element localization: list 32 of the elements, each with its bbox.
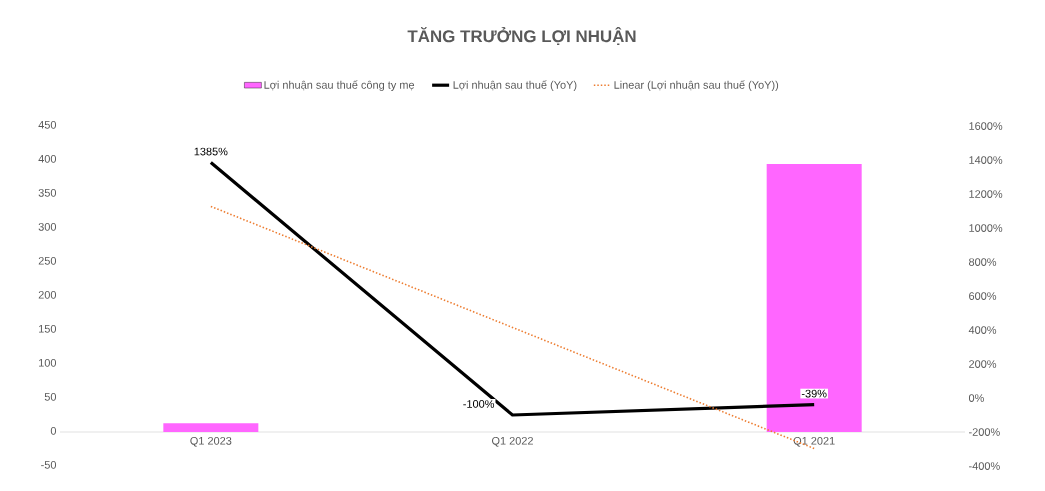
x-tick-label: Q1 2023 xyxy=(190,436,232,447)
y2-tick-label: -200% xyxy=(969,428,1000,436)
y-tick-label: 200 xyxy=(38,290,57,299)
y2-tick-label: 800% xyxy=(969,258,997,266)
data-label: -100% xyxy=(463,400,495,408)
y2-tick-label: -400% xyxy=(969,462,1000,470)
chart-title: TĂNG TRƯỞNG LỢI NHUẬN xyxy=(407,26,636,46)
y-tick-label: 450 xyxy=(38,120,57,129)
y2-tick-label: 1400% xyxy=(969,156,1003,164)
data-label: -39% xyxy=(801,389,827,398)
legend-label: Lợi nhuận sau thuế công ty mẹ xyxy=(264,80,415,91)
y2-tick-label: 600% xyxy=(969,292,997,300)
y2-tick-label: 200% xyxy=(969,360,997,368)
data-label: 1385% xyxy=(194,147,228,156)
y2-tick-label: 1600% xyxy=(969,122,1003,130)
y-tick-label: 250 xyxy=(38,256,57,265)
y-tick-label: 150 xyxy=(39,324,57,333)
x-tick-label: Q1 2021 xyxy=(793,436,835,447)
y-tick-label: 350 xyxy=(38,188,57,197)
y2-tick-label: 1000% xyxy=(969,224,1003,232)
y-tick-label: 0 xyxy=(50,426,57,435)
legend-label: Lợi nhuận sau thuế (YoY) xyxy=(453,80,577,91)
y-tick-label: 50 xyxy=(44,392,57,401)
x-tick-label: Q1 2022 xyxy=(492,436,533,447)
y-tick-label: 400 xyxy=(38,154,57,163)
legend-label: Linear (Lợi nhuận sau thuế (YoY)) xyxy=(614,80,779,91)
y-tick-label: 300 xyxy=(38,222,57,231)
y-tick-label: 100 xyxy=(39,358,57,367)
y2-tick-label: 1200% xyxy=(969,190,1003,198)
y2-tick-label: 0% xyxy=(968,394,984,402)
y-tick-label: -50 xyxy=(41,460,57,469)
y2-tick-label: 400% xyxy=(968,326,997,334)
